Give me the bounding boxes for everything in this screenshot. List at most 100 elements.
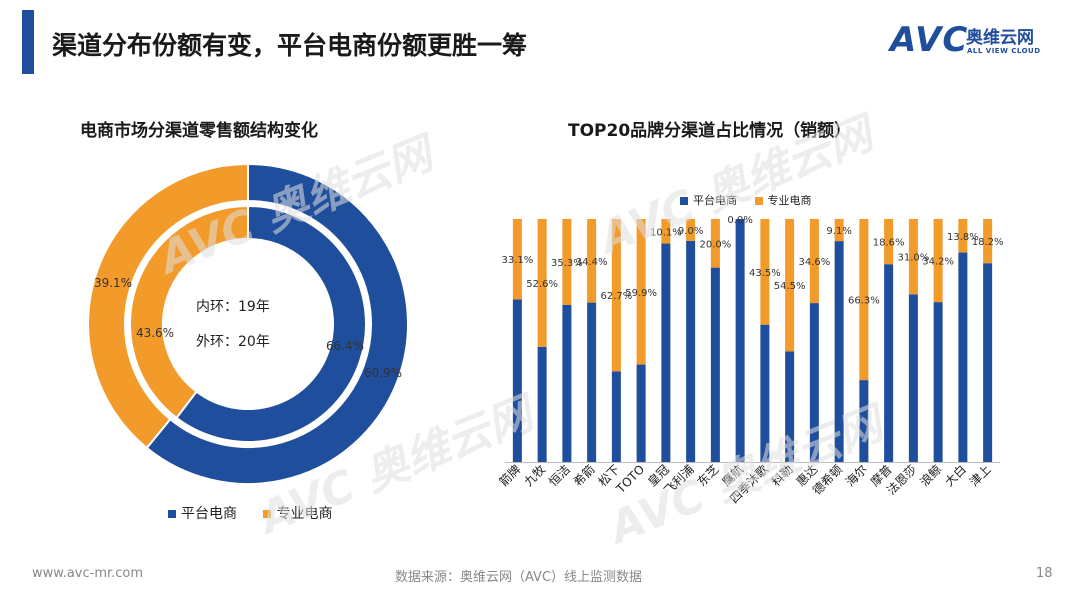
bar-platform [958,252,968,462]
bar-data-label: 18.6% [873,238,905,249]
bar-legend-item-platform: 平台电商 [680,192,737,208]
bar-legend-swatch-specialty [754,197,763,205]
bar-specialty [636,219,646,365]
page-number: 18 [1036,566,1053,581]
legend-label-platform: 平台电商 [181,506,237,522]
bar-data-label: 66.3% [848,296,880,307]
bar-data-label: 18.2% [972,237,1004,248]
bar-platform [884,264,894,462]
bar-specialty [661,219,671,244]
bar-category-label: 恒洁 [546,462,573,489]
donut-inner-slice-specialty [129,204,249,420]
legend-swatch-platform [168,510,176,518]
donut-inner-label-platform: 66.4% [326,339,364,353]
bar-specialty [809,219,819,304]
donut-center-inner-label: 内环：19年 [196,299,270,315]
donut-center-outer-label: 外环：20年 [196,334,270,350]
bar-specialty [611,219,621,372]
bar-specialty [933,219,943,303]
data-source: 数据来源：奥维云网（AVC）线上监测数据 [395,570,643,585]
bar-legend-label-platform: 平台电商 [693,194,737,207]
bar-platform [983,263,993,462]
bar-platform [735,219,745,462]
bar-specialty [587,219,597,303]
bar-data-label: 0.0% [727,215,752,226]
bar-specialty [908,219,918,295]
bar-specialty [785,219,795,352]
bar-data-label: 31.0% [897,253,929,264]
bar-category-label: 津上 [967,462,994,489]
bar-category-label: 九牧 [521,462,548,489]
donut-outer-label-specialty: 39.1% [94,276,132,290]
avc-logo: AVC 奥维云网 ALL VIEW CLOUD [890,20,1060,60]
legend-swatch-specialty [263,510,272,518]
bar-data-label: 13.8% [947,232,979,243]
bar-specialty [958,219,968,253]
bar-category-label: 希箭 [570,462,598,490]
legend-label-specialty: 专业电商 [276,506,333,522]
bar-platform [512,299,522,462]
bar-platform [537,346,547,462]
bar-platform [636,364,646,462]
bar-platform [933,302,943,462]
title-accent-bar [22,10,34,74]
bar-platform [859,380,869,462]
bar-legend-label-specialty: 专业电商 [767,194,812,207]
bar-data-label: 59.9% [625,288,657,299]
bar-specialty [859,219,869,381]
donut-outer-label-platform: 60.9% [364,366,402,380]
bar-specialty [884,219,894,265]
bar-platform [587,302,597,462]
bar-platform [834,241,844,462]
website-url[interactable]: www.avc-mr.com [32,566,144,581]
bar-specialty [983,219,993,264]
bar-platform [686,240,696,462]
bar-platform [611,371,621,462]
bar-specialty [537,219,547,347]
bar-legend: 平台电商 专业电商 [680,192,826,208]
bar-data-label: 20.0% [699,239,731,250]
bar-data-label: 9.0% [678,226,703,237]
bar-specialty [760,219,770,325]
bar-specialty [686,219,696,241]
logo-cn-text: 奥维云网 [966,28,1034,48]
bar-data-label: 52.6% [526,279,558,290]
bar-specialty [562,219,572,305]
bar-data-label: 35.3% [551,258,583,269]
bar-platform [710,267,720,462]
bar-category-label: 大白 [941,462,969,490]
bar-data-label: 62.7% [600,291,632,302]
bar-data-label: 34.2% [922,257,954,268]
bar-data-label: 54.5% [774,281,806,292]
bar-platform [908,294,918,462]
bar-platform [809,303,819,462]
bar-platform [760,324,770,462]
slide-title: 渠道分布份额有变，平台电商份额更胜一筹 [52,31,528,60]
bar-specialty [710,219,720,268]
logo-mark: AVC [890,20,969,60]
bar-data-label: 34.4% [576,257,608,268]
bar-data-label: 34.6% [798,257,830,268]
logo-en-text: ALL VIEW CLOUD [967,47,1041,55]
bar-category-label: 浪鲸 [917,462,945,490]
bar-category-label: 箭牌 [496,462,524,490]
donut-legend: 平台电商 专业电商 [168,503,354,523]
legend-item-platform: 平台电商 [168,503,237,523]
bar-data-label: 33.1% [501,255,533,266]
bar-data-label: 9.1% [826,226,851,237]
bar-legend-item-specialty: 专业电商 [754,192,812,208]
bar-chart-title: TOP20品牌分渠道占比情况（销额） [568,121,852,141]
donut-chart-title: 电商市场分渠道零售额结构变化 [80,121,318,141]
bar-data-label: 43.5% [749,268,781,279]
donut-inner-slice-platform [175,204,367,443]
bar-platform [661,243,671,462]
bar-platform [562,304,572,462]
legend-item-specialty: 专业电商 [263,503,332,523]
bar-category-label: 海尔 [842,462,870,490]
donut-inner-label-specialty: 43.6% [136,326,174,340]
donut-outer-slice-specialty [87,162,249,450]
bar-legend-swatch-platform [680,197,688,205]
bar-specialty [834,219,844,242]
bar-data-label: 10.1% [650,227,682,238]
